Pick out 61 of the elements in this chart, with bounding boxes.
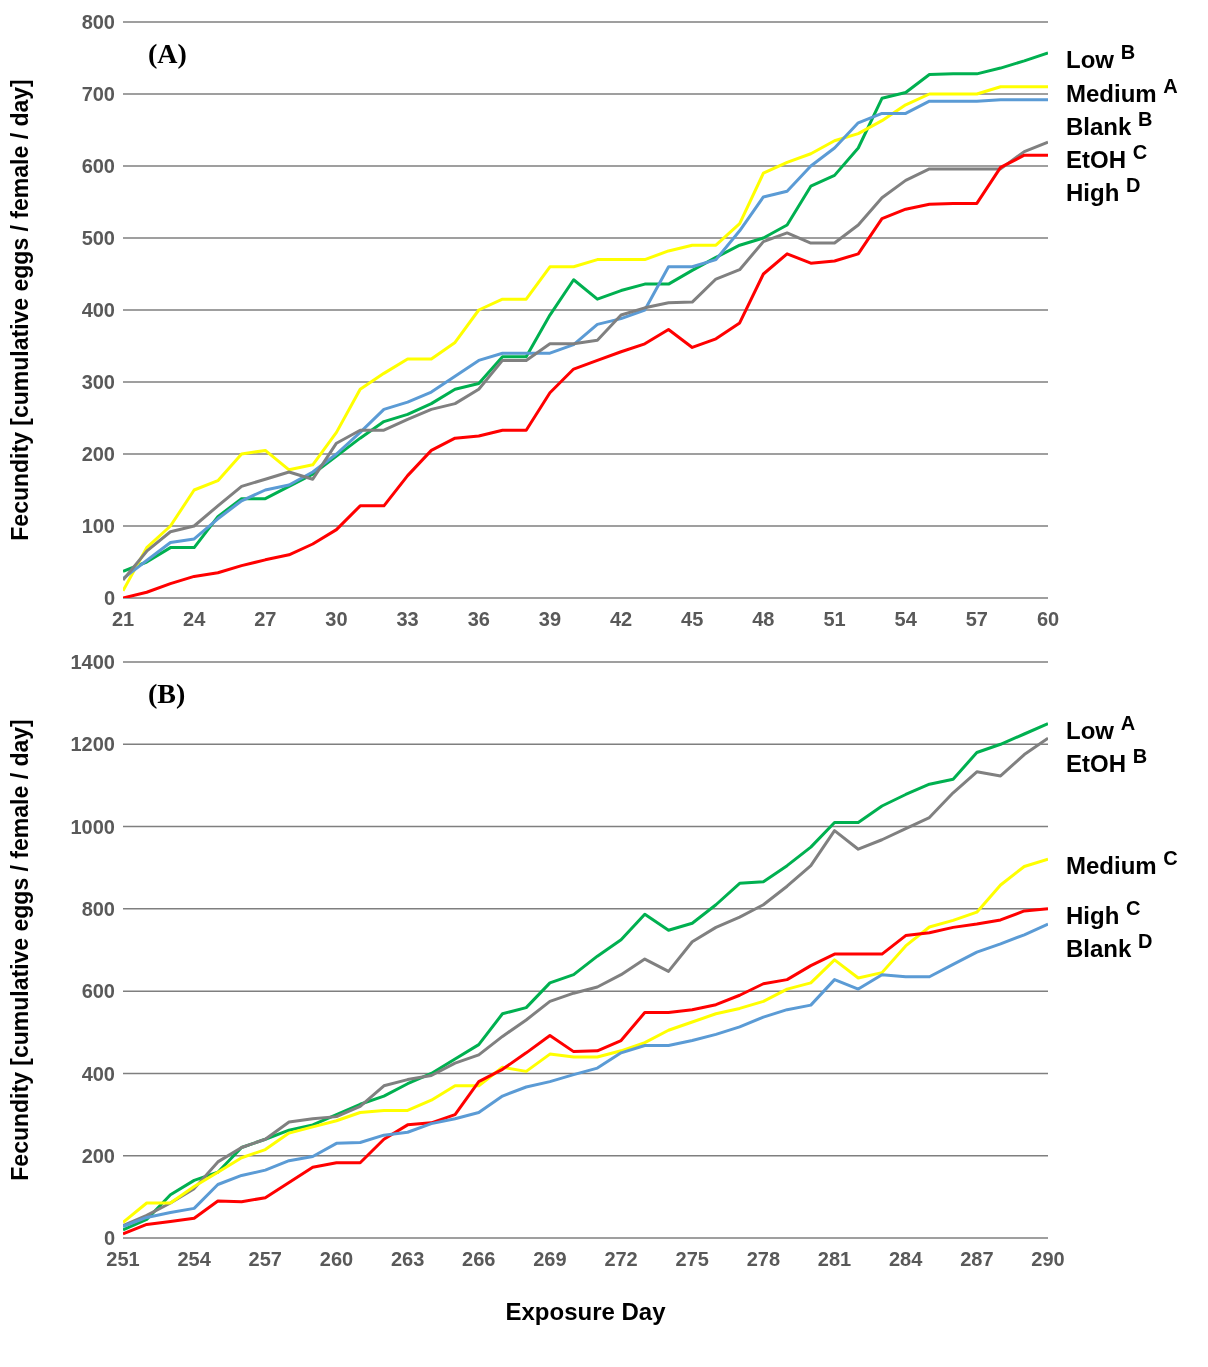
x-tick-label: 57 <box>965 608 988 631</box>
series-label: Blank $^{B}$ <box>1066 107 1153 140</box>
x-tick-label: 45 <box>681 608 704 631</box>
y-tick-label: 200 <box>81 1144 115 1167</box>
x-tick-label: 24 <box>183 608 207 631</box>
x-tick-label: 287 <box>960 1248 994 1271</box>
series-label: High $^{C}$ <box>1066 895 1141 931</box>
x-tick-label: 60 <box>1036 608 1060 631</box>
x-tick-label: 284 <box>889 1248 924 1271</box>
y-tick-label: 800 <box>81 11 115 34</box>
series-label: EtOH $^{B}$ <box>1066 744 1148 777</box>
x-tick-label: 54 <box>894 608 918 631</box>
x-tick-label: 272 <box>604 1248 638 1271</box>
x-tick-label: 21 <box>111 608 135 631</box>
x-tick-label: 30 <box>325 608 348 631</box>
y-tick-label: 0 <box>103 1227 115 1250</box>
series-label: Low $^{B}$ <box>1066 39 1136 75</box>
series-label: Medium $^{A}$ <box>1066 74 1178 107</box>
x-tick-label: 269 <box>533 1248 567 1271</box>
series-label: Medium $^{C}$ <box>1066 846 1178 882</box>
x-tick-label: 51 <box>823 608 846 631</box>
y-tick-label: 500 <box>81 227 115 250</box>
y-tick-label: 300 <box>81 371 115 394</box>
x-tick-label: 36 <box>467 608 490 631</box>
x-tick-label: 251 <box>106 1248 140 1271</box>
x-tick-label: 281 <box>817 1248 852 1271</box>
y-tick-label: 0 <box>103 587 115 610</box>
y-tick-label: 1200 <box>70 733 115 756</box>
x-tick-label: 278 <box>746 1248 781 1271</box>
x-tick-label: 290 <box>1031 1248 1065 1271</box>
line-series <box>123 857 1048 1224</box>
y-tick-label: 600 <box>81 155 115 178</box>
y-axis-title: Fecundity [cumulative eggs / female / day] <box>7 719 34 1181</box>
y-tick-label: 400 <box>81 299 115 322</box>
y-tick-label: 800 <box>81 897 115 920</box>
x-tick-label: 263 <box>390 1248 425 1271</box>
y-tick-label: 200 <box>81 443 115 466</box>
x-tick-label: 266 <box>462 1248 496 1271</box>
x-tick-label: 33 <box>396 608 419 631</box>
series-label: Low $^{A}$ <box>1066 710 1136 746</box>
x-tick-label: 275 <box>675 1248 709 1271</box>
x-tick-label: 39 <box>538 608 562 631</box>
text: (A) <box>148 38 187 70</box>
series-label: EtOH $^{C}$ <box>1066 140 1148 173</box>
x-tick-label: 260 <box>319 1248 354 1271</box>
x-tick-label: 257 <box>248 1248 282 1271</box>
x-tick-label: 48 <box>752 608 775 631</box>
y-tick-label: 100 <box>81 515 115 538</box>
y-tick-label: 600 <box>81 980 115 1003</box>
y-axis-title: Fecundity [cumulative eggs / female / day] <box>7 79 34 541</box>
y-tick-label: 1000 <box>70 815 115 838</box>
x-tick-label: 254 <box>177 1248 212 1271</box>
series-label: Blank $^{D}$ <box>1066 929 1153 962</box>
x-tick-label: 27 <box>254 608 277 631</box>
y-tick-label: 400 <box>81 1062 115 1085</box>
y-tick-label: 1400 <box>70 651 115 674</box>
y-tick-label: 700 <box>81 83 115 106</box>
text: (B) <box>148 678 186 710</box>
x-tick-label: 42 <box>609 608 633 631</box>
x-axis-title: Exposure Day <box>505 1298 667 1325</box>
series-label: High $^{D}$ <box>1066 173 1141 206</box>
